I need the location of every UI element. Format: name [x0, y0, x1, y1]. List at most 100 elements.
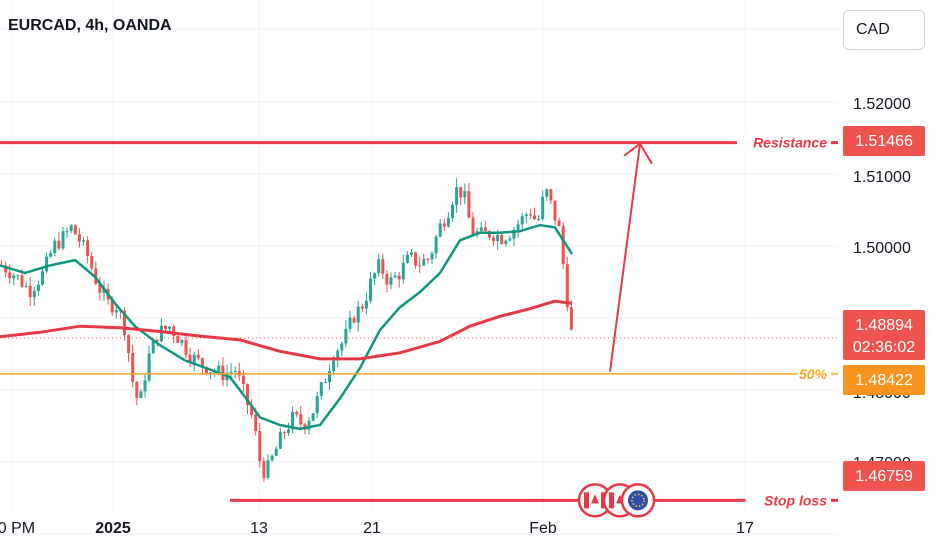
x-tick-label: 13	[250, 520, 268, 537]
candle	[553, 200, 557, 225]
candle	[545, 188, 549, 201]
candle-body	[479, 227, 483, 232]
candle-body	[250, 405, 254, 415]
candle	[442, 218, 446, 231]
candle-body	[32, 290, 36, 298]
stop-loss-label: Stop loss	[764, 492, 827, 508]
candle	[418, 256, 422, 274]
x-tick-label: Feb	[529, 520, 557, 537]
candle-body	[291, 411, 295, 430]
candle-body	[57, 240, 61, 249]
candle	[426, 257, 430, 264]
candle	[373, 272, 377, 286]
candle	[319, 381, 323, 400]
fib-50-label: 50%	[799, 366, 828, 382]
candle-body	[483, 227, 487, 232]
candle-body	[49, 253, 53, 257]
current-price-badge-text: 02:36:02	[853, 339, 915, 356]
candle	[221, 357, 225, 387]
candle-body	[410, 252, 413, 255]
candle-body	[110, 299, 114, 313]
candle-body	[377, 259, 381, 274]
candle-body	[151, 339, 155, 354]
candle	[520, 212, 524, 232]
candle	[369, 272, 372, 304]
candle	[537, 215, 541, 222]
candle-body	[287, 429, 290, 434]
candle-body	[373, 273, 377, 279]
candle-body	[258, 430, 262, 461]
candle-body	[180, 339, 184, 343]
fast-ma-line	[0, 223, 574, 431]
candle	[176, 334, 180, 343]
candle	[340, 341, 344, 357]
candle-body	[123, 310, 126, 336]
candle	[278, 427, 282, 450]
candle	[467, 182, 471, 218]
candle-body	[545, 189, 549, 197]
eu-disc	[628, 490, 648, 511]
candle-body	[524, 214, 528, 217]
candle-body	[533, 215, 536, 220]
candle	[352, 315, 356, 324]
candle-body	[8, 272, 12, 279]
candle	[430, 251, 434, 265]
candle	[569, 300, 573, 331]
candle	[471, 212, 475, 236]
currency-button[interactable]: CAD	[843, 10, 925, 50]
candle-body	[336, 350, 340, 361]
candle	[180, 339, 184, 347]
candle	[12, 272, 16, 286]
candle-body	[233, 371, 237, 373]
resistance-label: Resistance	[753, 135, 827, 151]
candle	[188, 347, 192, 367]
candle-body	[389, 277, 393, 285]
candle	[16, 274, 20, 281]
candle	[61, 227, 65, 251]
candle	[459, 187, 463, 206]
candle	[127, 334, 131, 363]
candle	[258, 422, 262, 468]
candle-body	[487, 231, 491, 238]
candle-body	[82, 240, 85, 242]
candle	[410, 249, 413, 258]
candle	[45, 252, 49, 274]
candle	[422, 253, 426, 267]
candle	[77, 228, 81, 248]
candle-body	[266, 460, 270, 478]
arrow-head	[623, 142, 653, 165]
candle	[434, 234, 438, 259]
candle-body	[188, 354, 192, 363]
candle	[483, 220, 487, 232]
candle	[53, 237, 57, 257]
candle-body	[496, 234, 500, 242]
candle-body	[397, 275, 401, 280]
candle-body	[168, 326, 172, 329]
candle	[385, 270, 389, 293]
candle-body	[90, 255, 94, 269]
candle	[446, 212, 450, 228]
candle-body	[463, 191, 467, 198]
candle	[295, 410, 299, 418]
candle-body	[205, 367, 208, 374]
fib-50-label-bg	[797, 362, 831, 383]
candle-body	[176, 336, 180, 343]
candle-body	[41, 271, 44, 285]
candle	[266, 454, 270, 480]
symbol-title[interactable]: EURCAD, 4h, OANDA	[8, 17, 172, 34]
candle-body	[315, 395, 319, 414]
candle	[65, 227, 69, 239]
candle	[557, 217, 561, 227]
candle-body	[492, 237, 495, 242]
candle	[86, 236, 90, 264]
candle-body	[500, 234, 504, 245]
candle	[500, 231, 504, 245]
candle	[451, 202, 454, 222]
candle-body	[200, 358, 204, 368]
candle-body	[246, 384, 249, 406]
candle	[82, 237, 85, 246]
candle	[4, 261, 8, 278]
candle	[94, 261, 98, 286]
